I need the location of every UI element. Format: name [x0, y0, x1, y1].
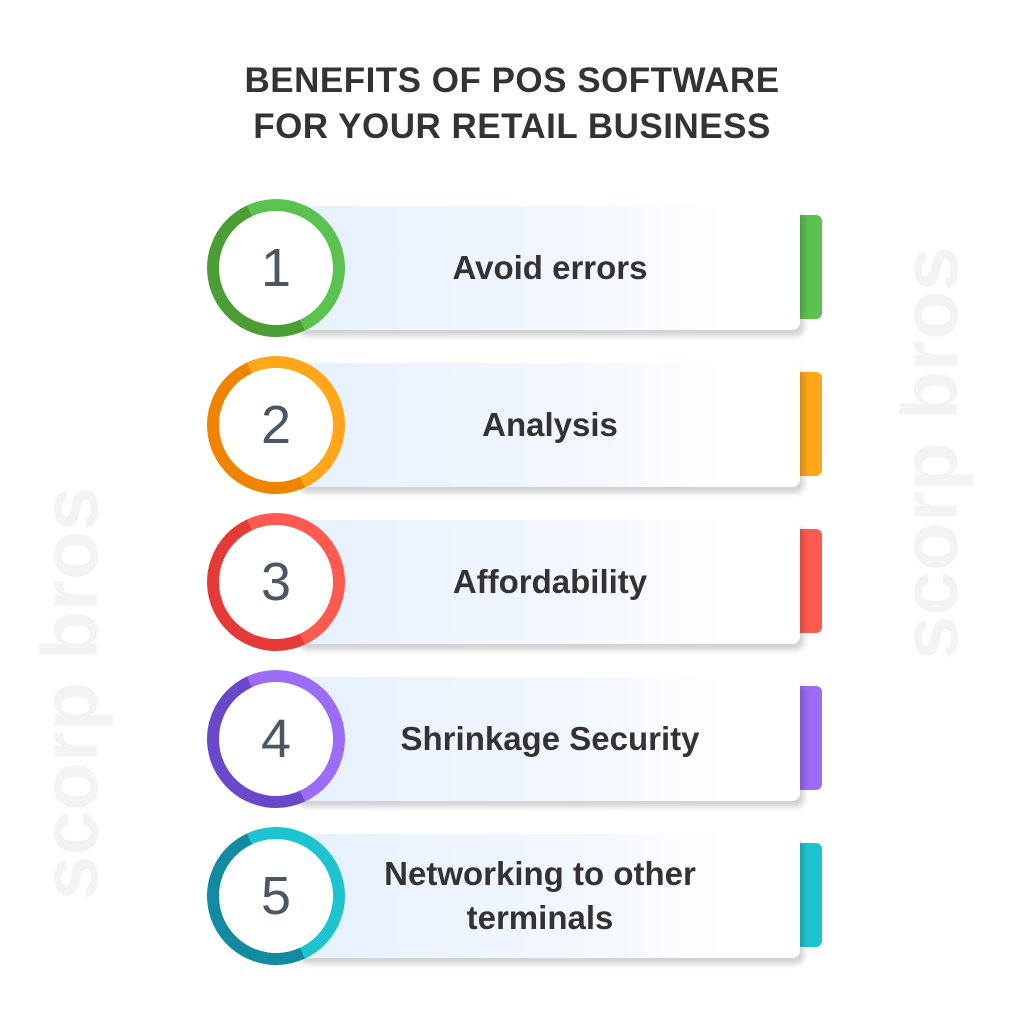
- color-tab: [798, 843, 822, 947]
- benefit-label: Avoid errors: [452, 249, 648, 286]
- benefit-card: [295, 677, 800, 801]
- benefit-label: Affordability: [452, 563, 648, 600]
- benefit-label: Shrinkage Security: [400, 720, 700, 757]
- benefit-card: [295, 206, 800, 330]
- benefit-card: [295, 834, 800, 958]
- watermark: scorp bros: [25, 486, 114, 900]
- benefit-item: 1 Avoid errors: [187, 179, 840, 357]
- benefit-label: Networking to other terminals: [384, 855, 696, 936]
- benefit-card: [295, 520, 800, 644]
- watermark: scorp bros: [885, 246, 974, 660]
- benefit-number: 2: [260, 394, 292, 455]
- page-title-line-2: FOR YOUR RETAIL BUSINESS: [253, 107, 771, 146]
- benefit-number: 1: [260, 237, 292, 298]
- color-tab: [798, 372, 822, 476]
- page-title: BENEFITS OF POS SOFTWARE FOR YOUR RETAIL…: [0, 58, 1024, 150]
- benefit-item: 5 Networking to other terminals: [187, 807, 840, 985]
- benefit-item: 4 Shrinkage Security: [187, 650, 840, 828]
- benefit-number: 4: [260, 708, 292, 769]
- color-tab: [798, 686, 822, 790]
- benefit-item: 3 Affordability: [187, 493, 840, 671]
- benefit-item: 2 Analysis: [187, 336, 840, 514]
- color-tab: [798, 215, 822, 319]
- benefit-number: 3: [260, 551, 292, 612]
- benefit-label: Analysis: [482, 406, 618, 443]
- page-title-line-1: BENEFITS OF POS SOFTWARE: [244, 61, 780, 100]
- benefit-card: [295, 363, 800, 487]
- benefit-number: 5: [260, 865, 292, 926]
- color-tab: [798, 529, 822, 633]
